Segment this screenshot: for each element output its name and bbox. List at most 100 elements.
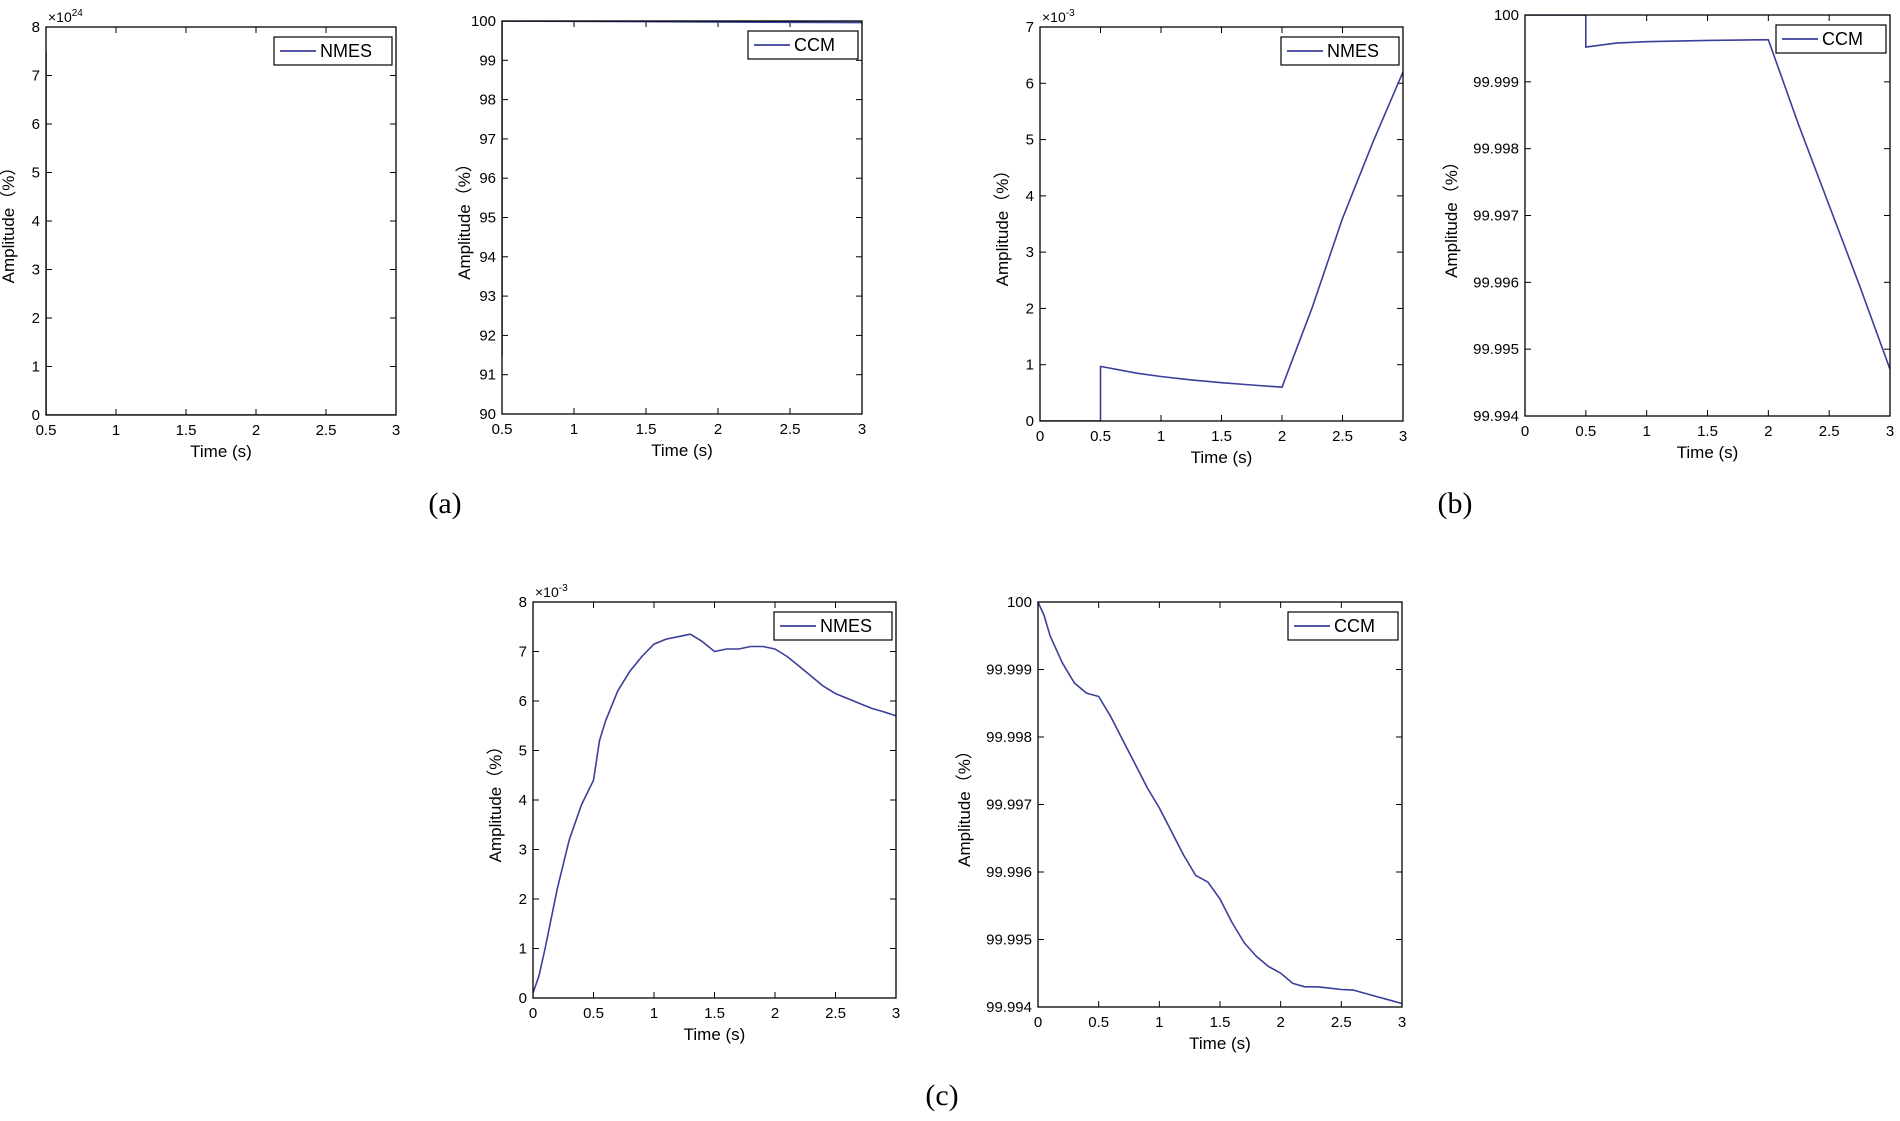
legend-box xyxy=(1280,36,1400,66)
series-line-nmes xyxy=(46,51,396,415)
x-tick-label: 2.5 xyxy=(825,1005,846,1022)
x-tick-label: 3 xyxy=(1399,428,1407,445)
y-axis-label: Amplitude（%） xyxy=(993,162,1012,287)
x-axis-label: Time (s) xyxy=(1189,1034,1251,1053)
exponent-power: -3 xyxy=(559,583,568,594)
y-axis-label: Amplitude（%） xyxy=(1442,153,1461,278)
panel-label-c: (c) xyxy=(925,1079,958,1112)
x-tick-label: 1.5 xyxy=(1211,428,1232,445)
y-tick-label: 3 xyxy=(32,262,40,279)
exponent-power: -3 xyxy=(1066,8,1075,19)
exponent-base: ×10 xyxy=(535,584,559,600)
x-tick-label: 0 xyxy=(1034,1014,1042,1031)
exponent-power: 24 xyxy=(72,8,84,19)
series-line-ccm xyxy=(1038,602,1402,1005)
y-tick-label: 5 xyxy=(1026,132,1034,149)
legend-label: CCM xyxy=(1334,616,1375,636)
charts-container: 0.5 1 1.5 2 2.5 3 0 1 2 3 4 5 6 7 8 Time (s) Amplitude（%… xyxy=(0,7,1894,1053)
exponent-base: ×10 xyxy=(1042,9,1066,25)
y-tick-label: 99.998 xyxy=(986,729,1032,746)
x-tick-label: 1 xyxy=(1157,428,1165,445)
x-tick-label: 0.5 xyxy=(1575,423,1596,440)
y-tick-label: 91 xyxy=(479,367,496,384)
y-tick-label: 99.994 xyxy=(986,999,1032,1016)
y-tick-label: 99.999 xyxy=(986,662,1032,679)
plot-frame xyxy=(45,26,397,416)
y-tick-label: 99.995 xyxy=(986,932,1032,949)
x-tick-label: 0.5 xyxy=(492,421,513,438)
series-line-nmes xyxy=(533,633,896,994)
x-tick-label: 0 xyxy=(529,1005,537,1022)
y-tick-label: 7 xyxy=(32,68,40,85)
y-axis-exponent: ×10-3 xyxy=(535,583,568,600)
y-tick-label: 5 xyxy=(519,743,527,760)
x-tick-label: 0.5 xyxy=(1088,1014,1109,1031)
x-tick-label: 2 xyxy=(252,422,260,439)
y-tick-label: 0 xyxy=(1026,413,1034,430)
x-tick-label: 3 xyxy=(392,422,400,439)
x-tick-label: 1.5 xyxy=(704,1005,725,1022)
x-tick-label: 0 xyxy=(1036,428,1044,445)
chart-5: 0 0.5 1 1.5 2 2.5 3 0 1 2 3 4 5 6 7 8 Time (s) Amplitude（… xyxy=(486,583,900,1044)
chart-2: 0.5 1 1.5 2 2.5 3 90 91 92 93 94 95 96 97 98 99 100 Time … xyxy=(455,13,866,460)
y-tick-label: 97 xyxy=(479,131,496,148)
x-tick-label: 2 xyxy=(714,421,722,438)
y-tick-label: 2 xyxy=(1026,300,1034,317)
panel-label-b: (b) xyxy=(1438,487,1473,520)
y-tick-label: 99.997 xyxy=(1473,208,1519,225)
x-tick-label: 2.5 xyxy=(780,421,801,438)
y-tick-label: 4 xyxy=(1026,188,1034,205)
y-tick-label: 1 xyxy=(519,941,527,958)
y-tick-label: 100 xyxy=(1007,594,1032,611)
y-tick-label: 4 xyxy=(519,792,527,809)
y-tick-label: 99.996 xyxy=(986,864,1032,881)
y-tick-label: 96 xyxy=(479,170,496,187)
x-tick-label: 2.5 xyxy=(1332,428,1353,445)
plot-frame xyxy=(532,601,897,999)
y-tick-label: 100 xyxy=(471,13,496,30)
x-tick-label: 1.5 xyxy=(1210,1014,1231,1031)
x-tick-label: 3 xyxy=(1886,423,1894,440)
plot-frame xyxy=(1524,14,1891,417)
y-axis-label: Amplitude（%） xyxy=(0,159,18,284)
legend: NMES xyxy=(1280,36,1400,66)
y-tick-label: 90 xyxy=(479,406,496,423)
y-tick-label: 100 xyxy=(1494,7,1519,24)
y-tick-label: 6 xyxy=(519,693,527,710)
x-axis-label: Time (s) xyxy=(651,441,713,460)
x-axis-label: Time (s) xyxy=(1191,448,1253,467)
y-tick-label: 98 xyxy=(479,92,496,109)
y-tick-label: 99.999 xyxy=(1473,74,1519,91)
y-tick-label: 99.994 xyxy=(1473,408,1519,425)
y-tick-label: 99.995 xyxy=(1473,341,1519,358)
x-tick-label: 2 xyxy=(1278,428,1286,445)
chart-4: 0 0.5 1 1.5 2 2.5 3 99.994 99.995 99.996 99.997 99.… xyxy=(1442,7,1894,462)
panel-label-a: (a) xyxy=(428,487,461,520)
legend: CCM xyxy=(1775,24,1887,54)
x-tick-label: 2.5 xyxy=(1819,423,1840,440)
y-axis-exponent: ×1024 xyxy=(48,8,83,25)
y-tick-label: 3 xyxy=(519,842,527,859)
x-axis-label: Time (s) xyxy=(190,442,252,461)
plot-frame xyxy=(1039,26,1404,422)
x-tick-label: 1 xyxy=(650,1005,658,1022)
x-tick-label: 1 xyxy=(570,421,578,438)
series-line-nmes xyxy=(1040,71,1403,421)
y-tick-label: 8 xyxy=(519,594,527,611)
y-tick-label: 5 xyxy=(32,165,40,182)
y-tick-label: 0 xyxy=(519,990,527,1007)
x-axis-label: Time (s) xyxy=(1677,443,1739,462)
y-tick-label: 0 xyxy=(32,407,40,424)
chart-1: 0.5 1 1.5 2 2.5 3 0 1 2 3 4 5 6 7 8 Time (s) Amplitude（%… xyxy=(0,8,400,461)
y-tick-label: 6 xyxy=(32,116,40,133)
x-tick-label: 1.5 xyxy=(176,422,197,439)
legend: CCM xyxy=(747,30,859,60)
x-tick-label: 3 xyxy=(858,421,866,438)
y-tick-label: 99.998 xyxy=(1473,141,1519,158)
x-tick-label: 2.5 xyxy=(1331,1014,1352,1031)
y-axis-label: Amplitude（%） xyxy=(955,742,974,867)
x-tick-label: 1.5 xyxy=(636,421,657,438)
y-tick-label: 2 xyxy=(32,310,40,327)
y-tick-label: 2 xyxy=(519,891,527,908)
y-tick-label: 93 xyxy=(479,288,496,305)
